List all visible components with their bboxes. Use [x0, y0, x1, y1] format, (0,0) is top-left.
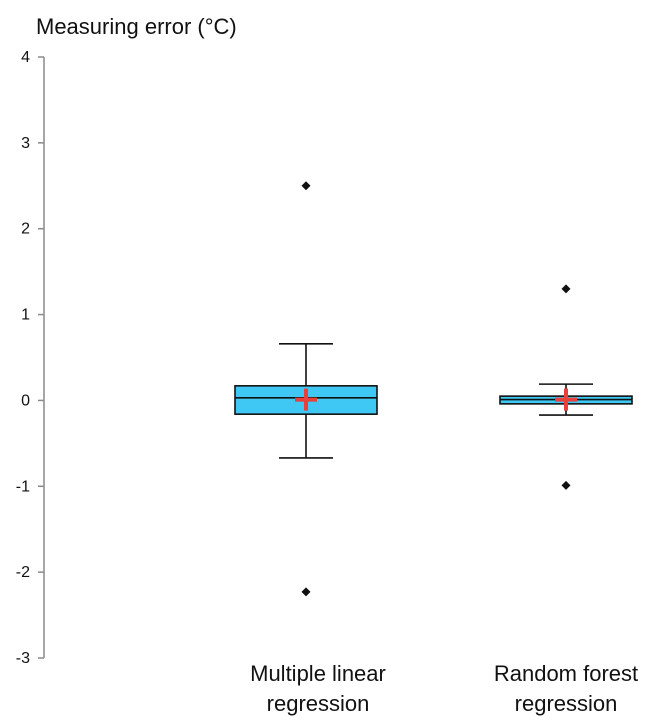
- y-tick-label: -3: [16, 650, 30, 667]
- outlier-point: [302, 181, 311, 190]
- y-tick-label: -2: [16, 564, 30, 581]
- box-group: [235, 181, 377, 596]
- category-label: regression: [267, 691, 370, 716]
- y-tick-label: 1: [21, 307, 30, 324]
- category-label: regression: [515, 691, 618, 716]
- y-tick-label: 3: [21, 135, 30, 152]
- y-axis-title: Measuring error (°C): [36, 14, 237, 39]
- outlier-point: [562, 481, 571, 490]
- y-tick-label: 2: [21, 221, 30, 238]
- category-label: Random forest: [494, 661, 638, 686]
- outlier-point: [302, 587, 311, 596]
- category-labels: Multiple linear regression Random forest re…: [250, 661, 638, 716]
- y-tick-label: -1: [16, 478, 30, 495]
- box-group: [500, 284, 632, 490]
- y-axis: 4 3 2 1 0 -1 -2 -3: [16, 49, 44, 667]
- y-tick-label: 4: [21, 49, 30, 66]
- box-series: [235, 181, 632, 596]
- category-label: Multiple linear: [250, 661, 386, 686]
- outlier-point: [562, 284, 571, 293]
- y-tick-label: 0: [21, 392, 30, 409]
